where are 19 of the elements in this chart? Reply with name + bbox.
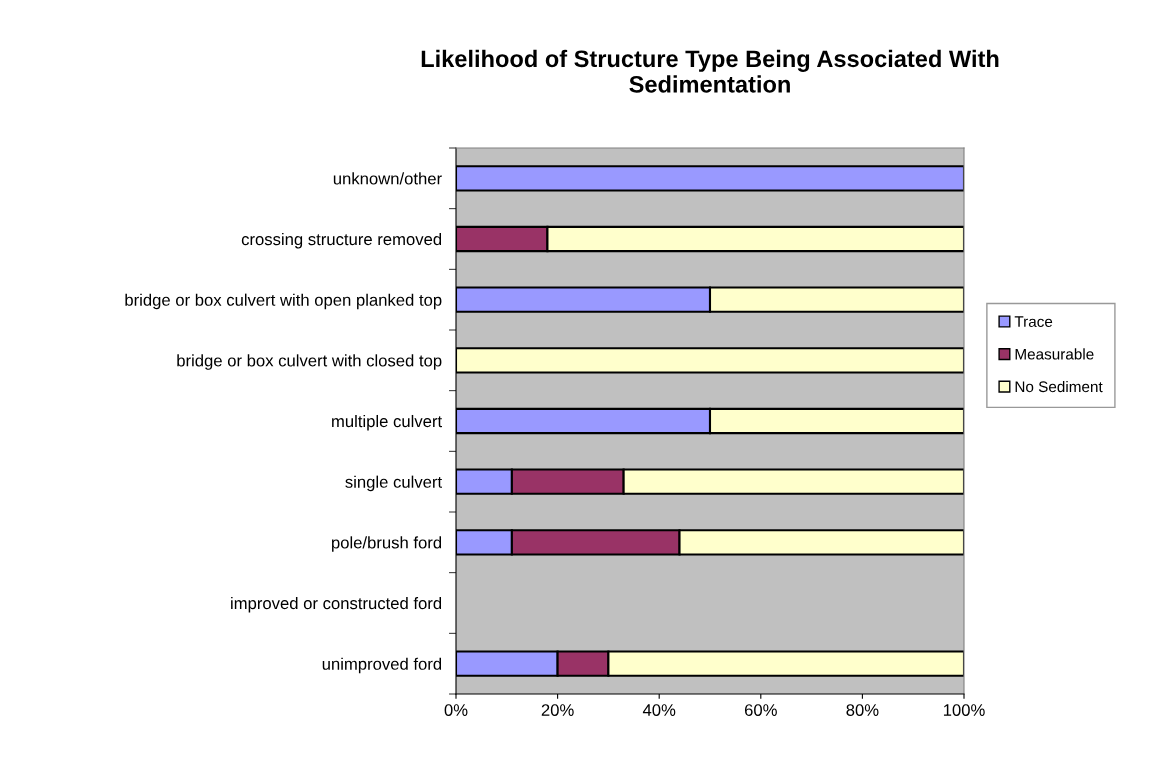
legend-label: Measurable	[1015, 348, 1094, 360]
y-tick-label: unknown/other	[333, 172, 442, 185]
x-tick-label: 60%	[744, 704, 777, 716]
chart-title: Likelihood of Structure Type Being Associated With Sedimentation	[421, 49, 999, 93]
y-tick-label: bridge or box culvert with closed top	[177, 354, 442, 370]
y-tick-label: unimproved ford	[322, 657, 442, 674]
y-tick-label: bridge or box culvert with open planked top	[125, 293, 442, 310]
x-tick-label: 80%	[846, 704, 879, 716]
y-tick-label: pole/brush ford	[332, 536, 442, 552]
legend-label: No Sediment	[1015, 380, 1103, 393]
y-tick-label: improved or constructed ford	[231, 596, 442, 613]
y-tick-label: crossing structure removed	[241, 232, 442, 249]
x-tick-label: 40%	[642, 704, 676, 716]
x-tick-label: 0%	[444, 704, 468, 716]
y-tick-label: single culvert	[345, 475, 442, 492]
x-tick-label: 20%	[541, 704, 574, 716]
legend-label: Trace	[1014, 316, 1053, 328]
y-tick-label: multiple culvert	[332, 414, 442, 431]
x-tick-label: 100%	[943, 704, 985, 716]
